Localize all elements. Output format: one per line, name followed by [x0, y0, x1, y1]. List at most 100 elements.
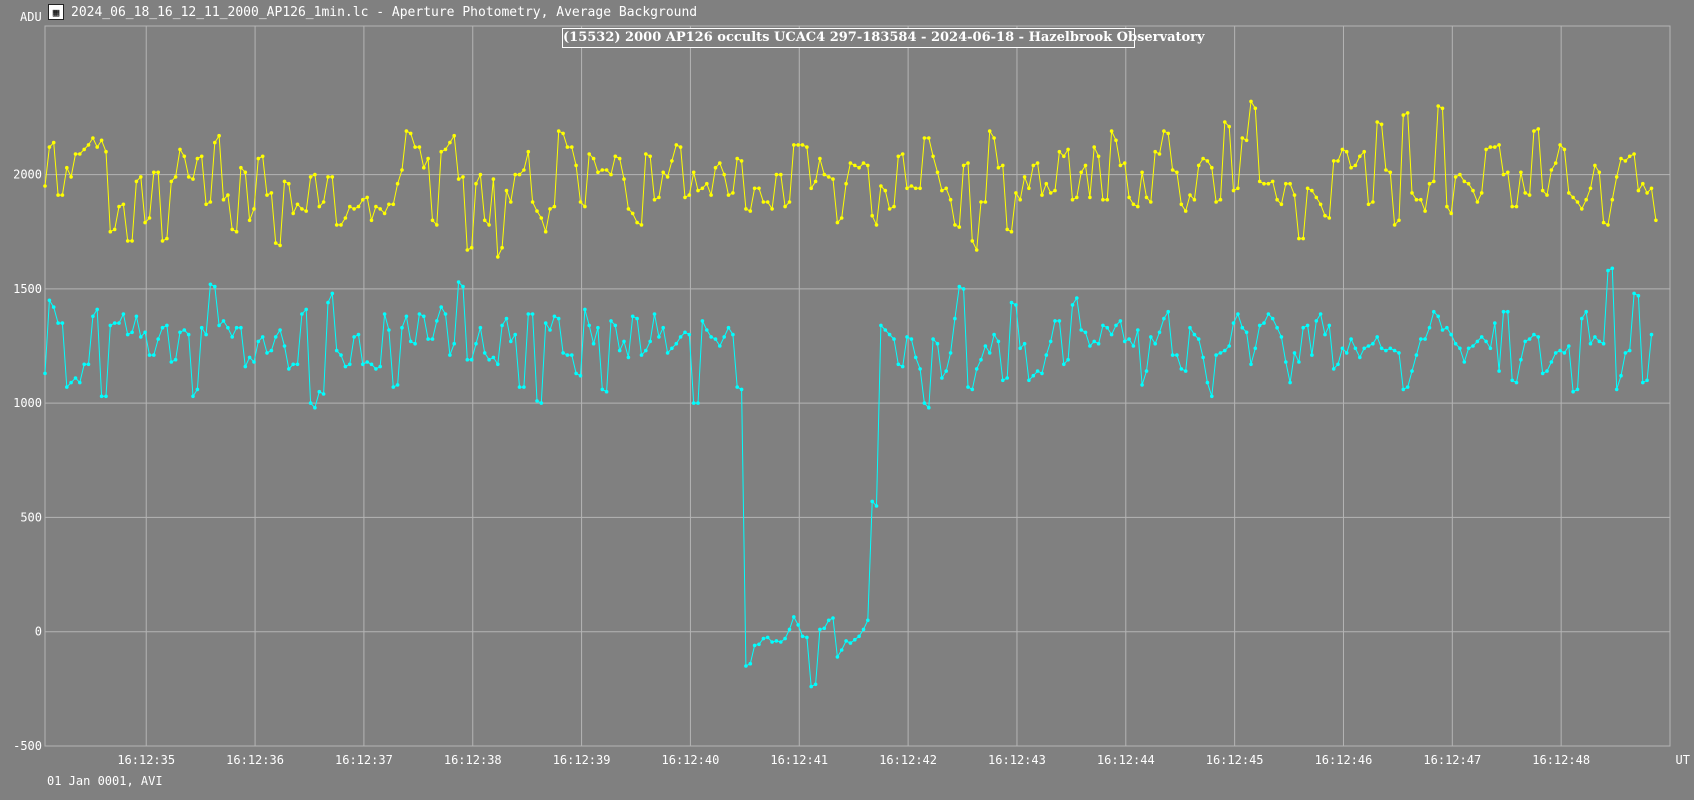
data-point	[195, 387, 200, 392]
data-point	[65, 385, 69, 389]
data-point	[1366, 344, 1371, 348]
data-point	[374, 204, 378, 209]
data-point	[1279, 335, 1284, 339]
data-point	[1462, 179, 1467, 184]
data-point	[800, 634, 805, 639]
data-point	[1048, 191, 1053, 195]
data-point	[474, 181, 478, 186]
data-point	[1305, 186, 1310, 191]
y-tick-label: 500	[20, 510, 42, 524]
data-point	[665, 175, 670, 179]
data-point	[374, 367, 378, 371]
data-point	[1493, 321, 1497, 325]
data-point	[430, 218, 435, 223]
lightcurve-file-icon[interactable]: ▦	[48, 4, 64, 20]
data-point	[1436, 314, 1440, 319]
data-point	[1392, 223, 1397, 227]
data-point	[1149, 200, 1153, 204]
data-point	[1096, 154, 1101, 159]
data-point	[1405, 385, 1410, 389]
data-point	[1349, 337, 1353, 341]
data-point	[604, 168, 609, 172]
data-point	[1014, 191, 1018, 195]
data-point	[134, 179, 139, 184]
data-point	[108, 323, 113, 328]
data-point	[600, 387, 605, 392]
data-point	[282, 179, 287, 184]
data-point	[1079, 170, 1083, 175]
data-point	[779, 172, 783, 177]
data-point	[1205, 159, 1210, 163]
data-point	[173, 357, 178, 362]
data-point	[1410, 369, 1414, 373]
window-title-bar: ▦ 2024_06_18_16_12_11_2000_AP126_1min.lc…	[48, 2, 697, 22]
data-point	[352, 335, 356, 339]
data-point	[748, 209, 753, 213]
data-point	[1127, 195, 1131, 200]
data-point	[356, 204, 361, 209]
data-point	[1575, 200, 1580, 204]
data-point	[1105, 197, 1110, 202]
data-point	[822, 172, 827, 177]
data-point	[1340, 147, 1345, 152]
data-point	[1057, 319, 1062, 323]
data-point	[152, 170, 156, 175]
data-point	[1066, 147, 1070, 152]
data-point	[1257, 179, 1262, 184]
data-point	[69, 380, 73, 385]
data-point	[482, 218, 487, 223]
data-point	[208, 200, 213, 204]
data-point	[86, 362, 91, 367]
data-point	[826, 175, 831, 179]
data-point	[735, 156, 739, 161]
data-point	[1567, 344, 1571, 348]
data-point	[1344, 351, 1349, 355]
data-point	[918, 367, 922, 371]
data-point	[992, 332, 996, 337]
data-point	[1331, 159, 1336, 163]
data-point	[1614, 175, 1619, 179]
data-point	[839, 216, 844, 220]
data-point	[1292, 351, 1297, 355]
data-point	[1062, 362, 1066, 367]
data-point	[635, 220, 639, 225]
data-point	[1519, 170, 1523, 175]
data-point	[1192, 197, 1197, 202]
data-point	[204, 332, 208, 337]
data-point	[1649, 186, 1654, 191]
data-point	[1488, 346, 1493, 351]
data-point	[1340, 346, 1345, 351]
data-point	[1035, 369, 1040, 373]
data-point	[513, 332, 517, 337]
data-point	[879, 184, 883, 188]
data-point	[861, 627, 866, 632]
data-point	[1314, 195, 1319, 200]
data-point	[687, 332, 692, 337]
data-point	[857, 165, 861, 170]
data-point	[278, 243, 282, 248]
data-point	[543, 229, 548, 234]
data-point	[765, 635, 770, 640]
data-point	[983, 200, 988, 204]
data-point	[352, 207, 356, 211]
data-point	[326, 300, 330, 305]
data-point	[204, 202, 208, 207]
data-point	[1118, 319, 1123, 323]
data-point	[818, 627, 822, 632]
data-point	[731, 191, 735, 195]
data-point	[583, 307, 587, 312]
data-point	[287, 367, 291, 371]
data-point	[273, 335, 278, 339]
data-point	[199, 154, 204, 159]
data-point	[404, 129, 409, 133]
data-point	[99, 138, 104, 143]
data-point	[1301, 236, 1305, 241]
data-point	[761, 200, 766, 204]
data-point	[1183, 369, 1188, 373]
data-point	[1593, 335, 1597, 339]
data-point	[186, 332, 191, 337]
data-point	[1445, 204, 1449, 209]
data-point	[687, 193, 692, 197]
data-point	[792, 143, 796, 147]
